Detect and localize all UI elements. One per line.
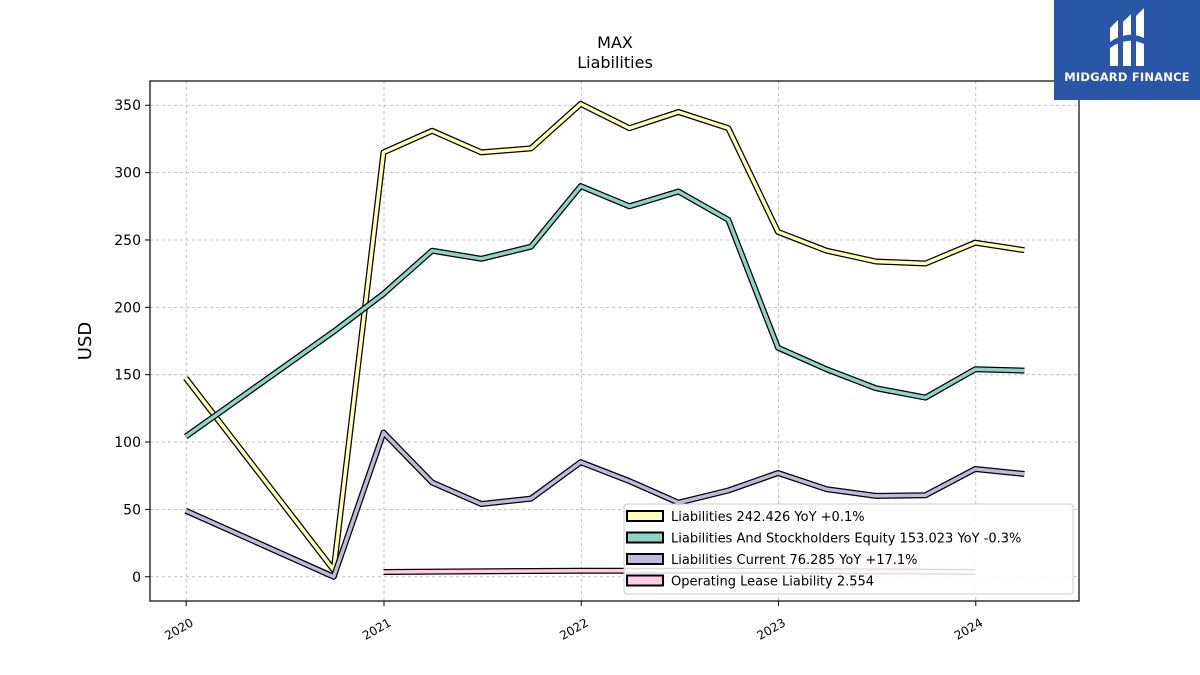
y-tick-label: 50: [123, 502, 141, 518]
series-1: [183, 183, 1025, 440]
y-tick-label: 300: [114, 166, 141, 182]
brand-name: MIDGARD FINANCE: [1064, 70, 1190, 84]
legend-swatch: [626, 510, 664, 522]
x-tick-label: 2024: [952, 615, 985, 642]
y-tick-label: 200: [114, 300, 141, 316]
chart-subtitle: Liabilities: [577, 53, 653, 72]
series-line: [184, 184, 1025, 439]
legend-label: Liabilities And Stockholders Equity 153.…: [671, 532, 1021, 547]
legend-swatch: [626, 553, 664, 565]
x-tick-label: 2022: [557, 615, 590, 642]
chart-title: MAX: [597, 33, 633, 52]
legend: Liabilities 242.426 YoY +0.1% Liabilities…: [623, 503, 1074, 595]
x-axis: 2020 2021 2022 2023 2024: [162, 601, 985, 643]
y-tick-label: 150: [114, 368, 141, 384]
legend-swatch: [626, 574, 664, 587]
brand-logo-icon: [1110, 8, 1144, 66]
series-line-outline: [183, 183, 1025, 440]
series-layer: [183, 100, 1025, 580]
brand-logo: MIDGARD FINANCE: [1054, 0, 1200, 100]
series-line-outline: [183, 100, 1025, 573]
y-tick-label: 350: [114, 98, 141, 114]
x-tick-label: 2021: [360, 615, 393, 642]
x-tick-label: 2023: [755, 615, 788, 642]
plot-frame: [149, 80, 1080, 602]
y-tick-label: 250: [114, 233, 141, 249]
series-line: [184, 102, 1025, 572]
legend-label: Operating Lease Liability 2.554: [671, 575, 874, 590]
y-tick-label: 0: [132, 570, 141, 586]
y-axis-label: USD: [75, 322, 96, 360]
legend-swatch: [626, 531, 664, 544]
series-0: [183, 100, 1025, 573]
x-tick-label: 2020: [162, 615, 195, 642]
legend-label: Liabilities 242.426 YoY +0.1%: [671, 510, 865, 525]
y-axis: 0 50 100 150 200 250 300 350: [114, 98, 150, 586]
series-2: [184, 429, 1025, 580]
y-tick-label: 100: [114, 435, 141, 451]
legend-label: Liabilities Current 76.285 YoY +17.1%: [671, 553, 918, 568]
legend-box: [623, 503, 1074, 595]
series-line: [184, 430, 1025, 579]
